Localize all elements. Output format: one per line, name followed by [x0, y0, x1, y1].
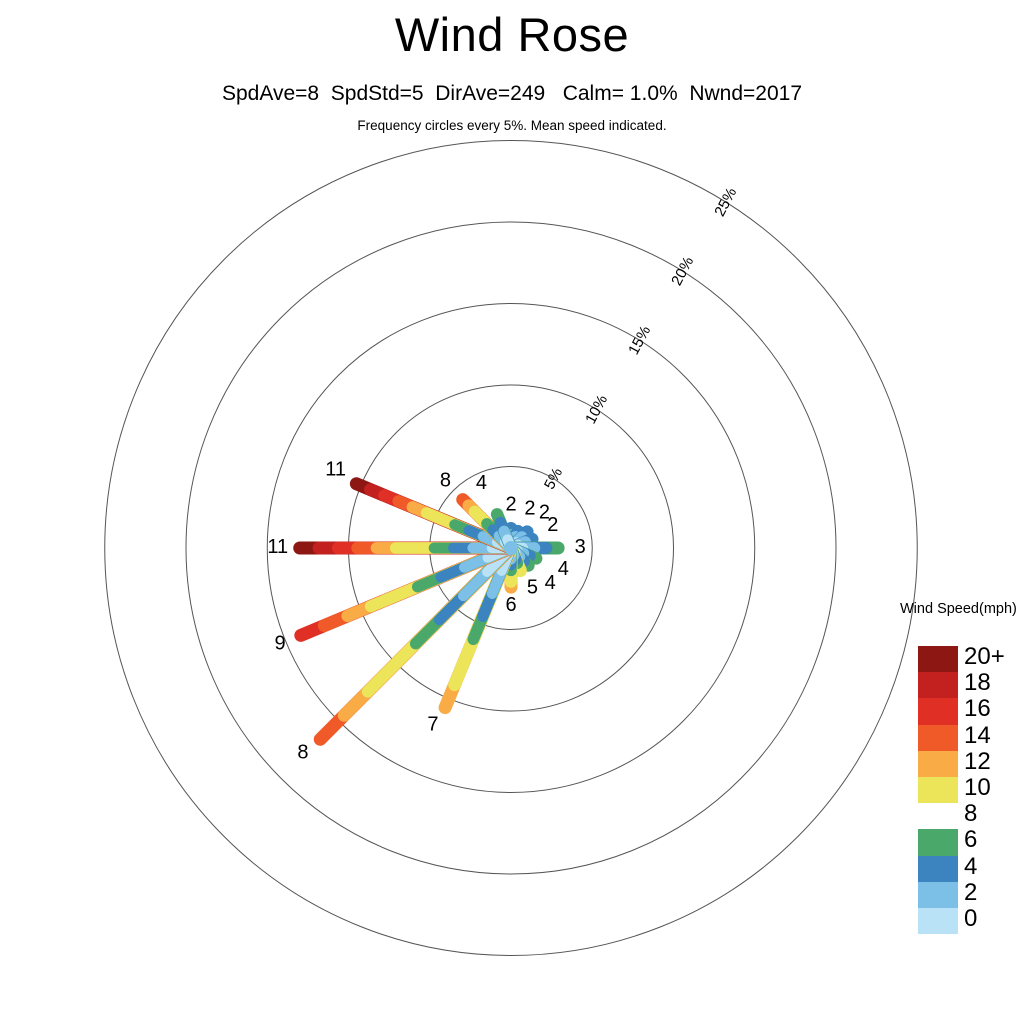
legend-color-swatch [918, 907, 958, 935]
legend-row: 0 [918, 905, 977, 935]
legend-row: 16 [918, 696, 991, 725]
legend-label: 6 [964, 826, 978, 854]
ring-label: 15% [625, 323, 654, 357]
legend-color-swatch [918, 672, 958, 699]
petal-mean-speed-label: 6 [505, 594, 516, 616]
legend-row: 20+ [918, 643, 1005, 673]
ring-label: 25% [711, 185, 740, 219]
calm-center-hub [504, 541, 518, 555]
legend-row: 4 [918, 853, 977, 882]
petal-mean-speed-label: 11 [267, 536, 288, 558]
petal-mean-speed-label: 2 [524, 498, 535, 520]
legend-row: 8 [918, 800, 977, 829]
legend-label: 20+ [964, 643, 1005, 670]
frequency-ring [266, 303, 756, 793]
frequency-note: Frequency circles every 5%. Mean speed i… [357, 118, 667, 133]
petal-mean-speed-label: 2 [547, 514, 558, 536]
petal-mean-speed-label: 3 [575, 536, 586, 558]
legend-label: 0 [964, 904, 978, 932]
frequency-ring [104, 140, 918, 956]
wind-petals [293, 477, 565, 746]
wind-petal [313, 541, 518, 746]
petal-mean-speed-label: 8 [440, 469, 451, 491]
legend-label: 10 [964, 773, 991, 801]
petal-mean-speed-label: 8 [297, 742, 308, 764]
legend-label: 12 [964, 747, 991, 775]
legend-title: Wind Speed(mph) [900, 601, 1017, 617]
legend-label: 2 [964, 878, 978, 906]
legend-row: 18 [918, 669, 991, 699]
frequency-ring [185, 221, 837, 875]
legend-color-swatch [918, 803, 958, 829]
petal-mean-speed-label: 9 [274, 632, 285, 654]
petal-mean-speed-label: 4 [558, 558, 569, 580]
legend-label: 18 [964, 669, 991, 697]
petal-mean-speed-label: 2 [505, 493, 516, 515]
legend-label: 4 [964, 852, 978, 880]
legend-color-swatch [918, 855, 958, 882]
legend-color-swatch [918, 829, 958, 856]
legend-row: 12 [918, 748, 991, 777]
legend-row: 6 [918, 827, 977, 856]
ring-labels: 5% 10% 15% 20% 25% [541, 185, 740, 492]
stats-subtitle: SpdAve=8 SpdStd=5 DirAve=249 Calm= 1.0% … [221, 82, 803, 105]
petal-mean-speed-label: 4 [476, 472, 487, 494]
legend-color-swatch [918, 646, 958, 673]
ring-label: 5% [541, 465, 566, 492]
legend-row: 14 [918, 722, 991, 751]
petal-mean-speed-label: 2 [539, 502, 550, 524]
legend-color-swatch [918, 881, 958, 908]
petal-mean-speed-label: 11 [325, 459, 346, 481]
petal-mean-speed-label: 4 [545, 572, 556, 594]
legend-color-swatch [918, 776, 958, 804]
legend-color-swatch [918, 724, 958, 751]
wind-speed-legend: 20+ 18 16 14 12 10 8 6 4 2 0 [918, 643, 1005, 935]
legend-color-swatch [918, 698, 958, 725]
legend-label: 14 [964, 721, 991, 749]
page-title: Wind Rose [394, 8, 630, 61]
legend-row: 10 [918, 774, 991, 804]
ring-label: 10% [582, 392, 611, 426]
legend-label: 16 [964, 695, 991, 723]
legend-color-swatch [918, 750, 958, 777]
petal-mean-speed-label: 5 [527, 576, 538, 598]
legend-label: 8 [964, 800, 978, 828]
petal-mean-speed-label: 7 [427, 713, 438, 735]
ring-label: 20% [668, 254, 697, 288]
legend-row: 2 [918, 879, 977, 908]
